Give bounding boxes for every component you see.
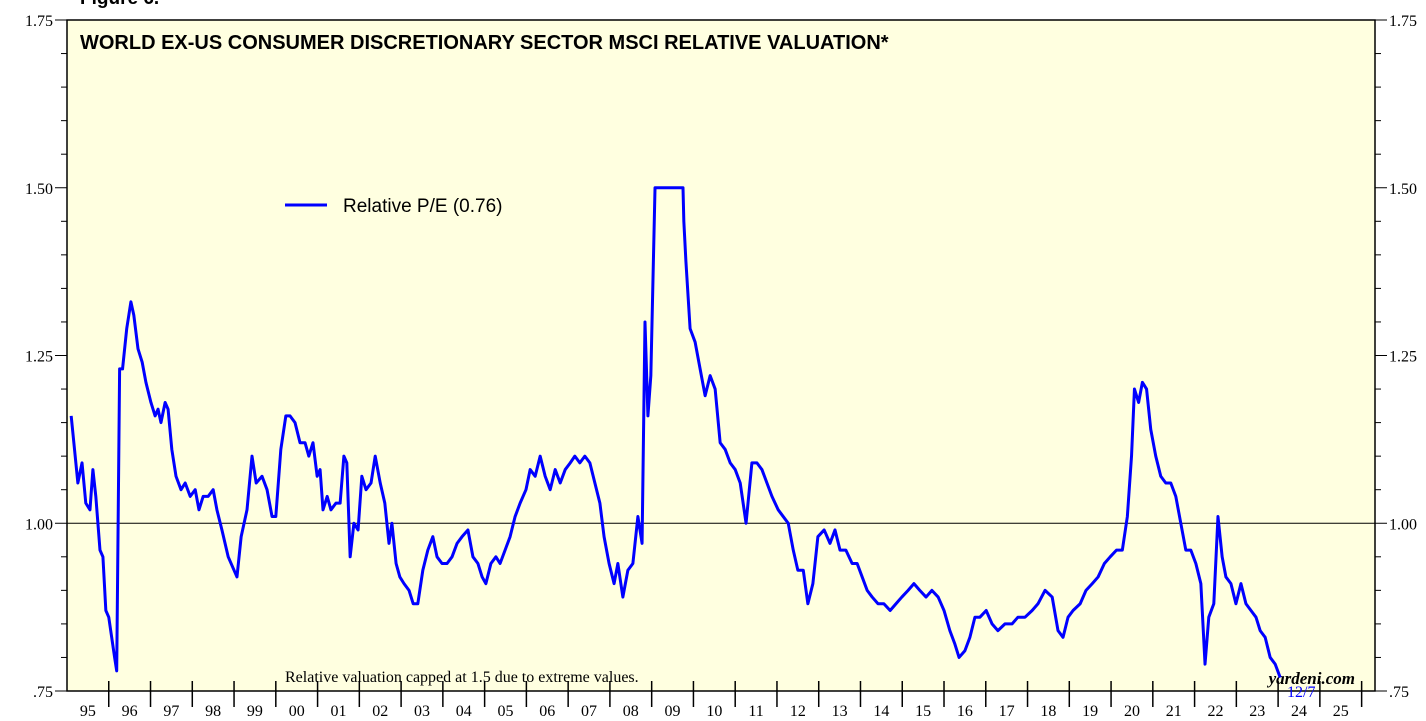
y-tick-label: 1.25 [25,349,53,366]
x-tick-label: 25 [1333,703,1349,720]
x-tick-label: 24 [1291,703,1307,720]
x-tick-label: 08 [623,703,639,720]
x-tick-label: 05 [498,703,514,720]
plot-area [66,19,1376,692]
x-tick-label: 01 [330,703,346,720]
x-tick-label: 19 [1082,703,1098,720]
y-tick-label-right: 1.75 [1389,13,1417,30]
x-tick-label: 98 [205,703,221,720]
x-tick-label: 99 [247,703,263,720]
x-tick-label: 23 [1249,703,1265,720]
x-tick-label: 07 [581,703,597,720]
x-tick-label: 09 [665,703,681,720]
x-tick-label: 21 [1166,703,1182,720]
x-tick-label: 10 [706,703,722,720]
x-tick-label: 97 [163,703,179,720]
y-tick-label: 1.00 [25,516,53,533]
x-tick-label: 18 [1040,703,1056,720]
figure-label: Figure 6. [80,0,159,9]
y-tick-label: 1.50 [25,181,53,198]
data-line [69,186,1282,679]
x-tick-label: 12 [790,703,806,720]
x-tick-label: 95 [80,703,96,720]
x-tick-label: 02 [372,703,388,720]
legend-label: Relative P/E (0.76) [343,196,502,217]
x-tick-label: 14 [873,703,889,720]
date-note: 12/7 [1287,684,1315,701]
x-tick-label: 11 [748,703,763,720]
x-tick-label: 06 [539,703,555,720]
x-tick-label: 20 [1124,703,1140,720]
x-tick-label: 22 [1207,703,1223,720]
x-tick-label: 04 [456,703,472,720]
x-tick-label: 15 [915,703,931,720]
y-tick-label: .75 [33,684,53,701]
source: yardeni.com [1267,669,1355,688]
y-tick-label-right: 1.50 [1389,181,1417,198]
y-tick-label-right: 1.25 [1389,349,1417,366]
x-tick-label: 00 [289,703,305,720]
y-tick-label-right: .75 [1389,684,1409,701]
x-tick-label: 96 [122,703,138,720]
x-tick-label: 13 [832,703,848,720]
x-tick-label: 17 [999,703,1015,720]
x-tick-label: 03 [414,703,430,720]
y-tick-label-right: 1.00 [1389,516,1417,533]
annotation: Relative valuation capped at 1.5 due to … [285,669,639,686]
y-tick-label: 1.75 [25,13,53,30]
chart-title: WORLD EX-US CONSUMER DISCRETIONARY SECTO… [80,32,889,54]
x-tick-label: 16 [957,703,973,720]
